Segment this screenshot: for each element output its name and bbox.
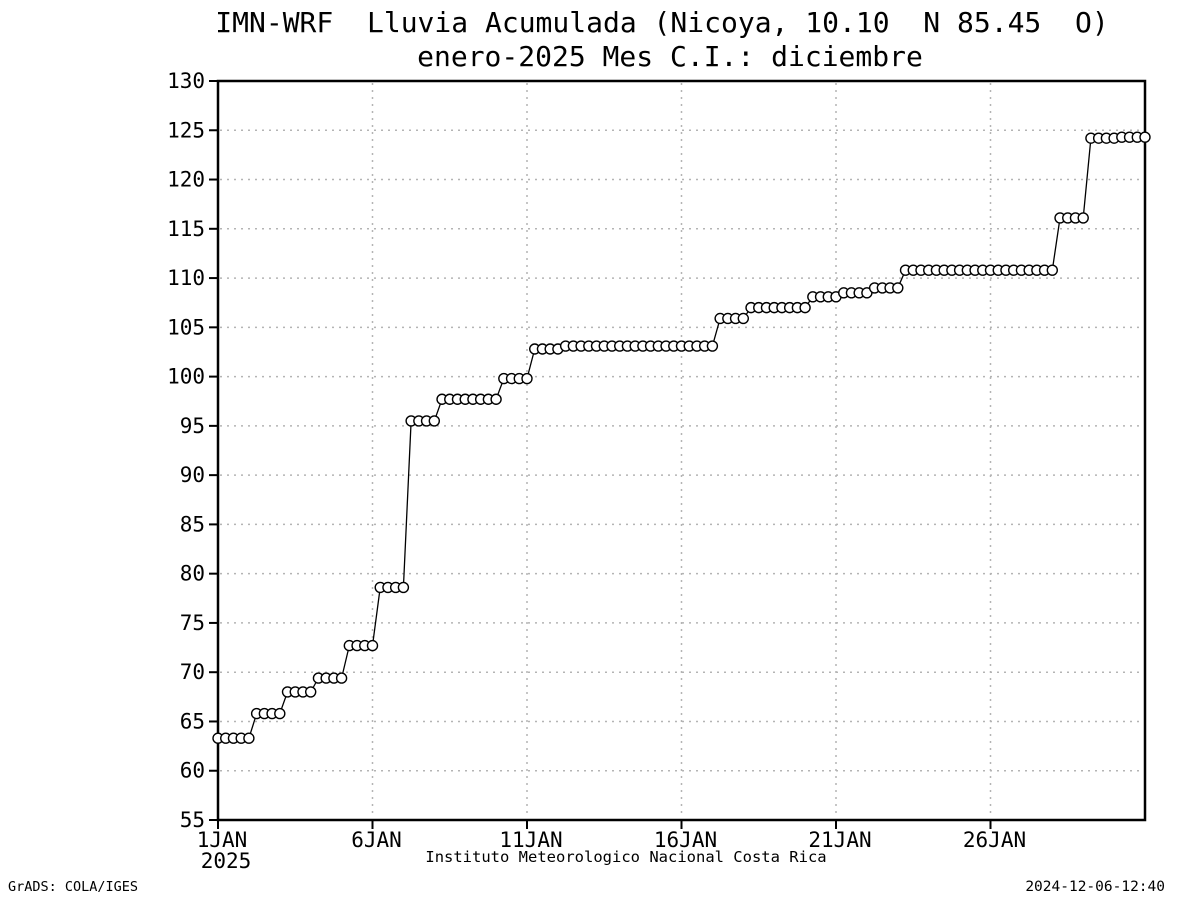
data-point-marker	[892, 282, 904, 294]
x-tick-label: 11JAN	[499, 828, 562, 852]
data-point-marker	[737, 312, 749, 325]
data-point-marker	[428, 415, 440, 427]
x-tick-label: 1JAN	[197, 828, 248, 852]
data-point-marker	[1139, 131, 1151, 143]
x-tick-label: 26JAN	[963, 828, 1026, 852]
y-tick-label: 90	[180, 463, 205, 487]
y-tick-label: 75	[180, 611, 205, 635]
data-point-marker	[397, 581, 410, 594]
x-tick-label: 21JAN	[808, 828, 871, 852]
y-tick-label: 65	[180, 709, 205, 733]
y-tick-label: 85	[180, 512, 205, 536]
chart-title: IMN-WRF Lluvia Acumulada (Nicoya, 10.10 …	[215, 6, 1109, 39]
x-axis-year-label: 2025	[201, 849, 252, 873]
data-point-marker	[1077, 212, 1089, 224]
data-point-marker	[521, 372, 533, 385]
y-tick-label: 55	[180, 808, 205, 832]
y-tick-label: 115	[167, 217, 205, 241]
x-axis-caption: Instituto Meteorologico Nacional Costa R…	[425, 848, 827, 866]
y-tick-label: 95	[180, 414, 205, 438]
data-point-marker	[1046, 264, 1059, 276]
plot-frame	[216, 79, 1147, 822]
data-point-marker	[274, 707, 286, 720]
y-tick-label: 110	[167, 266, 205, 290]
y-tick-label: 130	[167, 69, 205, 93]
y-tick-label: 100	[167, 365, 205, 389]
grads-credit: GrADS: COLA/IGES	[8, 879, 139, 895]
chart-subtitle: enero-2025 Mes C.I.: diciembre	[417, 40, 923, 73]
data-point-marker	[305, 686, 317, 698]
data-point-marker	[335, 672, 348, 684]
data-point-marker	[243, 732, 255, 744]
data-point-marker	[799, 301, 811, 314]
y-tick-label: 105	[167, 315, 205, 339]
data-point-marker	[706, 340, 719, 352]
y-tick-label: 70	[180, 660, 205, 684]
y-tick-label: 80	[180, 562, 205, 586]
x-tick-label: 16JAN	[654, 828, 717, 852]
x-tick-label: 6JAN	[351, 828, 402, 852]
y-tick-label: 120	[167, 168, 205, 192]
data-point-marker	[490, 393, 502, 405]
y-tick-label: 60	[180, 759, 205, 783]
y-tick-label: 125	[167, 118, 205, 142]
data-point-marker	[366, 639, 379, 652]
generation-timestamp: 2024-12-06-12:40	[1025, 879, 1165, 895]
